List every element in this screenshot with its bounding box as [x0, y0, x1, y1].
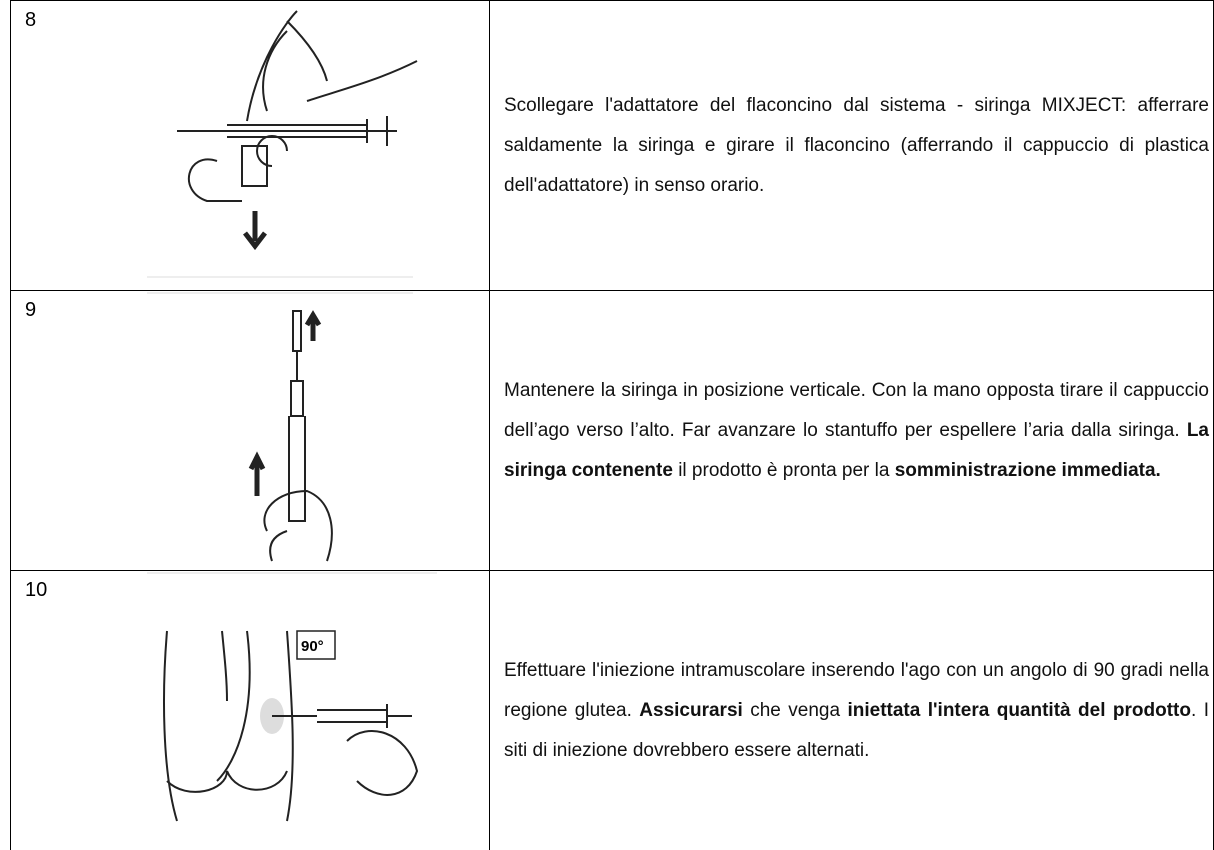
step-number: 10	[25, 579, 48, 601]
illustration	[147, 10, 418, 278]
text-segment: Scollegare l'adattatore del flaconcino d…	[504, 94, 1209, 196]
text-segment: . I siti di iniezione dovrebbero essere …	[504, 699, 1209, 761]
step-text: Effettuare l'iniezione intramuscolare in…	[489, 570, 1214, 850]
text-segment: iniettata l'intera quantità del prodotto	[847, 699, 1191, 721]
step-number: 9	[25, 299, 37, 321]
instruction-table: 8 Scollegare l'adattatore del flaconcino…	[10, 0, 1214, 850]
step-cell: 10 90°	[10, 570, 490, 850]
text-segment: che venga	[742, 699, 848, 721]
angle-label: 90°	[301, 638, 324, 655]
step-cell: 9	[10, 290, 490, 571]
text-segment: il prodotto è pronta per la	[672, 459, 895, 481]
illustration: 90°	[147, 572, 437, 822]
step-cell: 8	[10, 0, 490, 291]
text-segment: Mantenere la siringa in posizione vertic…	[504, 379, 1209, 441]
illustration	[147, 292, 413, 562]
text-segment: La siringa contenente	[504, 419, 1209, 481]
step-number: 8	[25, 9, 37, 31]
step-text: Scollegare l'adattatore del flaconcino d…	[489, 0, 1214, 291]
step-text: Mantenere la siringa in posizione vertic…	[489, 290, 1214, 571]
text-segment: Effettuare l'iniezione intramuscolare in…	[504, 659, 1209, 721]
text-segment: Assicurarsi	[639, 699, 743, 721]
text-segment: somministrazione immediata.	[894, 459, 1161, 481]
